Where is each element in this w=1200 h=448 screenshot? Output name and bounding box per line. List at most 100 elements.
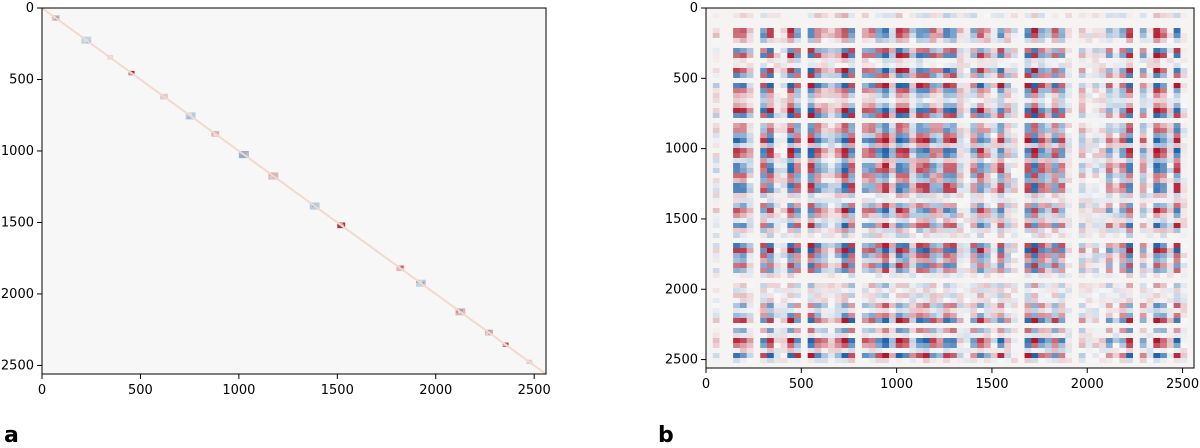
heatmap-cell xyxy=(1180,88,1188,94)
diagonal-trace xyxy=(41,7,547,375)
heatmap-cell xyxy=(773,28,781,34)
heatmap-cell xyxy=(1078,123,1086,129)
heatmap-cell xyxy=(1187,133,1195,139)
heatmap-cell xyxy=(936,313,944,319)
heatmap-cell xyxy=(739,118,747,124)
heatmap-cell xyxy=(1112,303,1120,309)
heatmap-cell xyxy=(1166,328,1174,334)
heatmap-cell xyxy=(760,38,768,44)
heatmap-cell xyxy=(983,98,991,104)
heatmap-cell xyxy=(861,228,869,234)
heatmap-cell xyxy=(712,173,720,179)
heatmap-cell xyxy=(855,143,863,149)
heatmap-cell xyxy=(1004,318,1012,324)
heatmap-cell xyxy=(834,33,842,39)
heatmap-cell xyxy=(753,258,761,264)
heatmap-cell xyxy=(1031,8,1039,14)
heatmap-cell xyxy=(1099,308,1107,314)
heatmap-cell xyxy=(956,313,964,319)
heatmap-cell xyxy=(1187,183,1195,189)
heatmap-cell xyxy=(1112,123,1120,129)
heatmap-cell xyxy=(712,318,720,324)
heatmap-cell xyxy=(983,43,991,49)
heatmap-cell xyxy=(1160,48,1168,54)
heatmap-cell xyxy=(929,278,937,284)
heatmap-cell xyxy=(889,213,897,219)
heatmap-cell xyxy=(821,53,829,59)
heatmap-cell xyxy=(922,338,930,344)
heatmap-cell xyxy=(1072,318,1080,324)
heatmap-cell xyxy=(787,63,795,69)
heatmap-cell xyxy=(706,213,714,219)
heatmap-cell xyxy=(963,33,971,39)
heatmap-cell xyxy=(943,123,951,129)
heatmap-cell xyxy=(1166,108,1174,114)
heatmap-cell xyxy=(1180,318,1188,324)
heatmap-cell xyxy=(1166,218,1174,224)
heatmap-cell xyxy=(746,33,754,39)
y-tick-label: 2000 xyxy=(1,287,34,302)
heatmap-cell xyxy=(1153,333,1161,339)
heatmap-cell xyxy=(1166,233,1174,239)
heatmap-cell xyxy=(861,293,869,299)
heatmap-cell xyxy=(855,153,863,159)
heatmap-cell xyxy=(1085,178,1093,184)
heatmap-cell xyxy=(1004,253,1012,259)
heatmap-cell xyxy=(889,293,897,299)
heatmap-cell xyxy=(733,233,741,239)
heatmap-cell xyxy=(1105,163,1113,169)
heatmap-cell xyxy=(970,263,978,269)
heatmap-cell xyxy=(1051,98,1059,104)
heatmap-cell xyxy=(1112,263,1120,269)
heatmap-cell xyxy=(929,83,937,89)
heatmap-cell xyxy=(821,58,829,64)
heatmap-cell xyxy=(922,308,930,314)
heatmap-cell xyxy=(1173,293,1181,299)
heatmap-cell xyxy=(733,108,741,114)
heatmap-cell xyxy=(828,338,836,344)
heatmap-cell xyxy=(1072,173,1080,179)
block-cell xyxy=(55,16,59,19)
heatmap-cell xyxy=(963,238,971,244)
heatmap-cell xyxy=(794,238,802,244)
heatmap-cell xyxy=(1011,133,1019,139)
heatmap-cell xyxy=(1153,18,1161,24)
heatmap-cell xyxy=(963,13,971,19)
heatmap-cell xyxy=(977,128,985,134)
heatmap-cell xyxy=(706,303,714,309)
heatmap-cell xyxy=(868,203,876,209)
heatmap-cell xyxy=(787,113,795,119)
heatmap-cell xyxy=(1085,88,1093,94)
heatmap-cell xyxy=(1044,228,1052,234)
heatmap-cell xyxy=(1153,83,1161,89)
heatmap-cell xyxy=(990,243,998,249)
heatmap-cell xyxy=(1099,323,1107,329)
heatmap-cell xyxy=(1133,183,1141,189)
heatmap-cell xyxy=(868,238,876,244)
heatmap-cell xyxy=(1072,298,1080,304)
heatmap-cell xyxy=(814,228,822,234)
heatmap-cell xyxy=(970,68,978,74)
heatmap-cell xyxy=(1038,63,1046,69)
heatmap-cell xyxy=(834,148,842,154)
heatmap-cell xyxy=(807,98,815,104)
heatmap-cell xyxy=(1112,73,1120,79)
heatmap-cell xyxy=(841,43,849,49)
heatmap-cell xyxy=(861,38,869,44)
heatmap-cell xyxy=(922,168,930,174)
heatmap-cell xyxy=(1017,133,1025,139)
heatmap-cell xyxy=(990,148,998,154)
heatmap-cell xyxy=(787,143,795,149)
heatmap-cell xyxy=(1092,153,1100,159)
heatmap-cell xyxy=(828,193,836,199)
heatmap-cell xyxy=(909,33,917,39)
heatmap-cell xyxy=(834,83,842,89)
heatmap-cell xyxy=(841,133,849,139)
heatmap-cell xyxy=(983,128,991,134)
heatmap-cell xyxy=(821,68,829,74)
heatmap-cell xyxy=(1173,13,1181,19)
heatmap-cell xyxy=(712,33,720,39)
heatmap-cell xyxy=(956,83,964,89)
heatmap-cell xyxy=(1092,13,1100,19)
heatmap-cell xyxy=(1058,283,1066,289)
